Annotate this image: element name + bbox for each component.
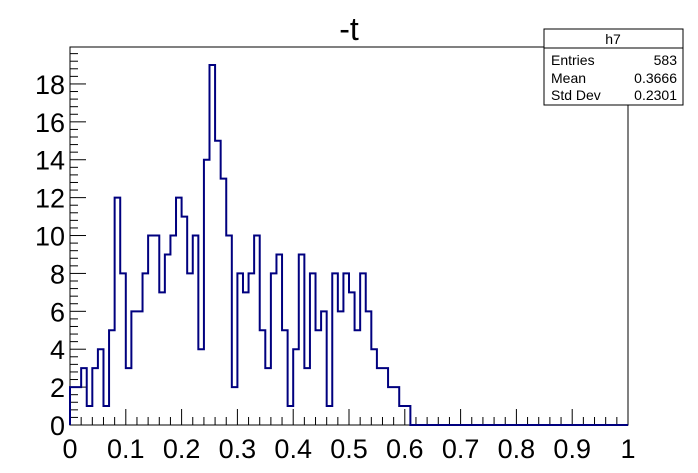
stats-entries-value: 583 (654, 52, 678, 68)
x-tick-label: 0.8 (498, 434, 536, 464)
x-tick-label: 0.4 (274, 434, 312, 464)
chart-title: -t (339, 11, 359, 47)
stats-name: h7 (605, 31, 621, 47)
y-axis: 0 2 4 6 8 10 12 14 16 18 (35, 53, 86, 441)
stats-entries-label: Entries (551, 52, 595, 68)
y-tick-label: 2 (50, 373, 65, 403)
y-tick-label: 6 (50, 297, 65, 327)
x-tick-label: 0.9 (553, 434, 591, 464)
x-tick-label: 0.2 (163, 434, 201, 464)
y-tick-label: 18 (35, 70, 65, 100)
x-tick-label: 0 (62, 434, 77, 464)
stats-mean-value: 0.3666 (634, 70, 677, 86)
stats-stddev-value: 0.2301 (634, 87, 677, 103)
y-tick-label: 12 (35, 184, 65, 214)
x-tick-label: 0.6 (386, 434, 424, 464)
x-tick-label: 0.7 (442, 434, 480, 464)
stats-box: h7 Entries 583 Mean 0.3666 Std Dev 0.230… (543, 28, 684, 106)
y-tick-label: 8 (50, 259, 65, 289)
y-tick-label: 0 (50, 411, 65, 441)
x-tick-label: 0.5 (330, 434, 368, 464)
y-tick-label: 14 (35, 146, 65, 176)
stats-stddev-label: Std Dev (551, 87, 601, 103)
stats-mean-label: Mean (551, 70, 586, 86)
histogram-series (69, 64, 628, 426)
stats-box-frame (543, 28, 684, 106)
x-tick-label: 0.1 (107, 434, 145, 464)
x-axis: 0 0.1 0.2 0.3 0.4 0.5 0.6 0.7 0.8 0.9 1 (62, 409, 636, 464)
x-tick-label: 1 (620, 434, 635, 464)
y-tick-label: 10 (35, 222, 65, 252)
y-tick-label: 16 (35, 108, 65, 138)
y-tick-label: 4 (50, 335, 65, 365)
x-tick-label: 0.3 (219, 434, 257, 464)
